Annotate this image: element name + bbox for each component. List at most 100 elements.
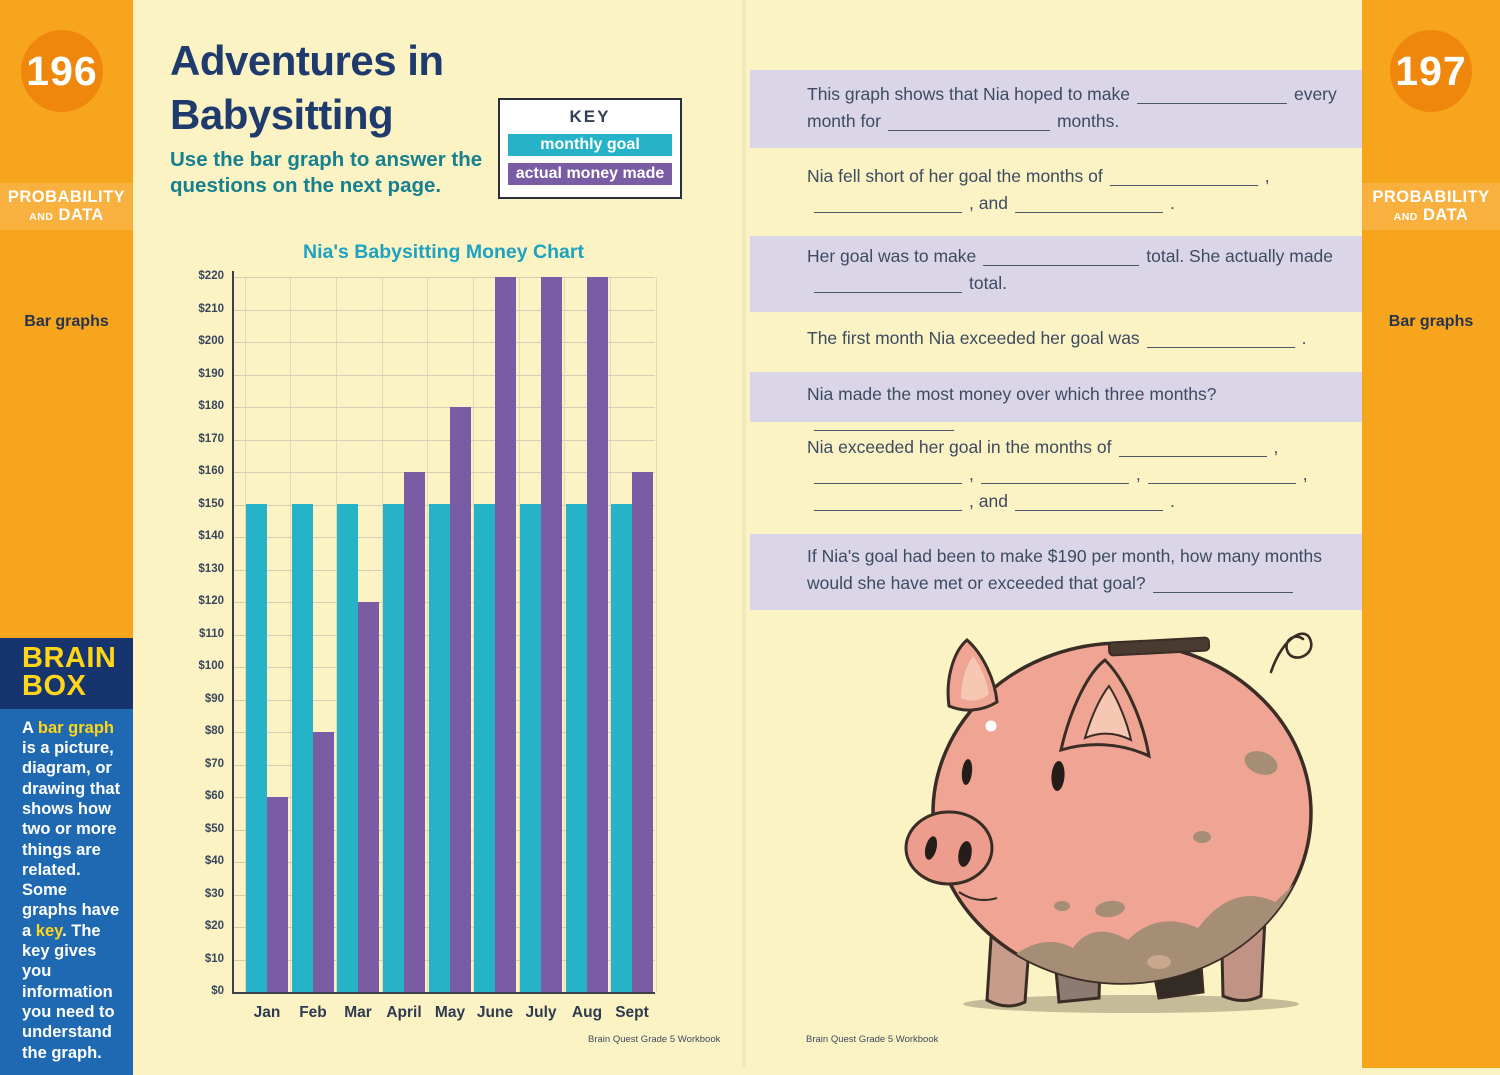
fill-in-blank[interactable]	[1109, 169, 1258, 186]
chart-month-label: May	[434, 1004, 466, 1021]
brain-box-title: BRAIN BOX	[0, 638, 133, 709]
chart-gridline-vertical	[427, 277, 428, 992]
brain-box: BRAIN BOX A bar graph is a picture, diagra…	[0, 638, 133, 1075]
chart-ytick-label: $140	[198, 530, 224, 542]
chart-bar-actual-money-made	[632, 472, 653, 992]
question-text: , and.	[750, 488, 1362, 515]
question-text: Her goal was to make total. She actually …	[807, 246, 1334, 266]
fill-in-blank[interactable]	[1014, 494, 1163, 511]
chart-month-label: Aug	[571, 1004, 603, 1021]
key-box: KEY monthly goal actual money made	[498, 98, 682, 199]
fill-in-blank[interactable]	[814, 276, 962, 293]
chart-gridline	[232, 407, 655, 408]
pig-shadow	[963, 995, 1299, 1013]
fill-in-blank[interactable]	[1147, 467, 1296, 484]
chart-bar-monthly-goal	[383, 504, 404, 992]
chart-bar-monthly-goal	[611, 504, 632, 992]
chart-bar-actual-money-made	[495, 277, 516, 992]
fill-in-blank[interactable]	[1014, 196, 1163, 213]
question-band: Her goal was to make total. She actually …	[750, 236, 1362, 312]
chart-month-label: Jan	[253, 1004, 281, 1021]
fill-in-blank[interactable]	[1152, 576, 1293, 593]
pig-eye	[1051, 761, 1065, 791]
question-text: , and.	[750, 190, 1362, 217]
chart-ytick-label: $150	[198, 498, 224, 510]
fill-in-blank[interactable]	[814, 494, 962, 511]
chart-gridline-vertical	[382, 277, 383, 992]
chart-bar-actual-money-made	[267, 797, 288, 992]
chart-bar-monthly-goal	[520, 504, 541, 992]
pig-snout	[904, 810, 994, 886]
chart-gridline-vertical	[656, 277, 657, 992]
chart-ytick-label: $120	[198, 595, 224, 607]
chart-bar-monthly-goal	[292, 504, 313, 992]
chart-bar-actual-money-made	[450, 407, 471, 992]
page-number-badge-left: 196	[21, 30, 103, 112]
chart-ytick-label: $220	[198, 270, 224, 282]
chart-bar-actual-money-made	[541, 277, 562, 992]
chart-gridline-vertical	[290, 277, 291, 992]
section-band-left: PROBABILITY AND DATA	[0, 183, 133, 230]
chart-gridline-vertical	[519, 277, 520, 992]
chart-gridline	[232, 375, 655, 376]
piggy-bank-illustration	[904, 632, 1313, 1013]
fill-in-blank[interactable]	[983, 249, 1140, 266]
fill-in-blank[interactable]	[814, 196, 962, 213]
chart-gridline-vertical	[564, 277, 565, 992]
pig-tail	[1269, 632, 1313, 674]
fill-in-blank[interactable]	[814, 414, 954, 431]
question-text: ,,,	[750, 461, 1362, 488]
chart-bar-monthly-goal	[246, 504, 267, 992]
chart-ytick-label: $210	[198, 303, 224, 315]
chart-bar-monthly-goal	[566, 504, 587, 992]
fill-in-blank[interactable]	[980, 467, 1129, 484]
question-band: Nia made the most money over which three…	[750, 372, 1362, 431]
chart-gridline	[232, 440, 655, 441]
chart-y-axis	[232, 271, 234, 992]
pig-coin-slot	[1107, 636, 1211, 657]
fill-in-blank[interactable]	[887, 114, 1050, 131]
page-gutter	[741, 0, 747, 1068]
question-text: The first month Nia exceeded her goal wa…	[807, 328, 1307, 348]
chart-gridline	[232, 277, 655, 278]
left-sidebar: 196 PROBABILITY AND DATA Bar graphs BRAI…	[0, 0, 133, 1075]
pig-highlight	[985, 720, 997, 732]
fill-in-blank[interactable]	[1118, 440, 1267, 457]
question-band: Nia fell short of her goal the months of…	[750, 157, 1362, 224]
question-text: If Nia's goal had been to make $190 per …	[807, 546, 1323, 566]
chart-gridline-vertical	[473, 277, 474, 992]
section-band-right: PROBABILITY AND DATA	[1362, 183, 1500, 230]
key-title: KEY	[569, 107, 611, 126]
chart-ytick-label: $90	[204, 693, 224, 705]
fill-in-blank[interactable]	[1136, 87, 1287, 104]
key-item-actual-money-made: actual money made	[508, 163, 672, 185]
brain-box-text: A bar graph is a picture, diagram, or drawi…	[0, 708, 133, 1075]
page-number-badge-right: 197	[1390, 30, 1472, 112]
question-band: If Nia's goal had been to make $190 per …	[750, 534, 1362, 610]
question-text: This graph shows that Nia hoped to make e…	[807, 84, 1337, 104]
fill-in-blank[interactable]	[814, 467, 962, 484]
lesson-title: Adventures in Babysitting	[170, 37, 444, 138]
chart-bar-actual-money-made	[404, 472, 425, 992]
right-sidebar: 197 PROBABILITY AND DATA Bar graphs	[1362, 0, 1500, 1068]
chart-ytick-label: $70	[204, 758, 224, 770]
question-text: total.	[750, 270, 1362, 297]
footer-right: Brain Quest Grade 5 Workbook	[806, 1034, 939, 1045]
chart-gridline	[232, 472, 655, 473]
chart-ytick-label: $10	[204, 953, 224, 965]
chart-ytick-label: $100	[198, 660, 224, 672]
chart-bar-monthly-goal	[474, 504, 495, 992]
chart-ytick-label: $80	[204, 725, 224, 737]
chart-ytick-label: $40	[204, 855, 224, 867]
topic-label-right: Bar graphs	[1388, 313, 1474, 330]
chart-bar-actual-money-made	[313, 732, 334, 992]
question-band: This graph shows that Nia hoped to make e…	[750, 70, 1362, 148]
question-text: Nia made the most money over which three…	[750, 381, 1362, 435]
chart-month-label: Sept	[615, 1004, 649, 1021]
chart-month-label: June	[476, 1004, 514, 1021]
fill-in-blank[interactable]	[1146, 331, 1295, 348]
question-band: Nia exceeded her goal in the months of,,…	[750, 427, 1362, 527]
question-text: Nia exceeded her goal in the months of,	[807, 437, 1279, 457]
question-text: would she have met or exceeded that goal…	[750, 570, 1362, 597]
section-label-line1: PROBABILITY	[7, 188, 126, 207]
